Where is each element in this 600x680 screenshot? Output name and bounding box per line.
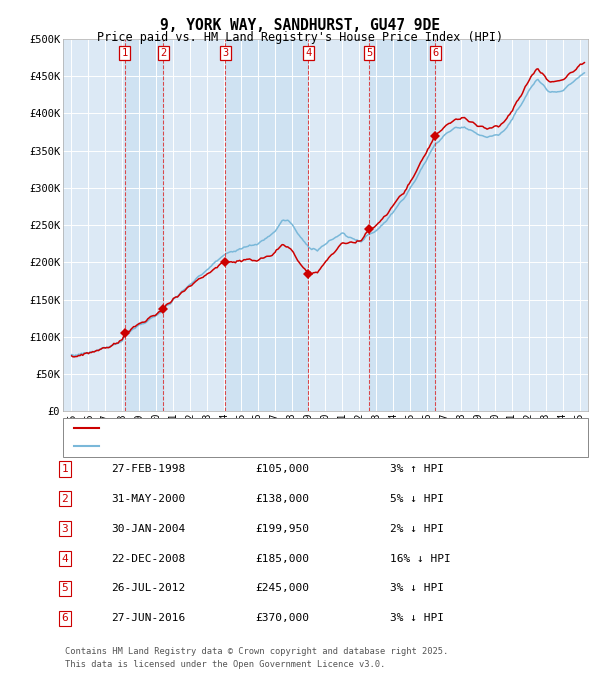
Text: This data is licensed under the Open Government Licence v3.0.: This data is licensed under the Open Gov…	[65, 660, 385, 669]
Text: Price paid vs. HM Land Registry's House Price Index (HPI): Price paid vs. HM Land Registry's House …	[97, 31, 503, 44]
Text: 30-JAN-2004: 30-JAN-2004	[111, 524, 185, 534]
Text: £245,000: £245,000	[255, 583, 309, 594]
Text: 31-MAY-2000: 31-MAY-2000	[111, 494, 185, 504]
Text: 6: 6	[432, 48, 439, 58]
Text: 2: 2	[160, 48, 166, 58]
Text: 5: 5	[366, 48, 372, 58]
Text: 26-JUL-2012: 26-JUL-2012	[111, 583, 185, 594]
Text: 1: 1	[122, 48, 128, 58]
Text: Contains HM Land Registry data © Crown copyright and database right 2025.: Contains HM Land Registry data © Crown c…	[65, 647, 448, 656]
Text: 2% ↓ HPI: 2% ↓ HPI	[390, 524, 444, 534]
Text: 4: 4	[305, 48, 311, 58]
Text: £185,000: £185,000	[255, 554, 309, 564]
Text: 3% ↑ HPI: 3% ↑ HPI	[390, 464, 444, 474]
Bar	[225, 39, 308, 411]
Text: 27-JUN-2016: 27-JUN-2016	[111, 613, 185, 624]
Text: 3: 3	[222, 48, 229, 58]
Text: £199,950: £199,950	[255, 524, 309, 534]
Bar	[125, 39, 163, 411]
Text: HPI: Average price, semi-detached house, Bracknell Forest: HPI: Average price, semi-detached house,…	[104, 441, 446, 452]
Text: 27-FEB-1998: 27-FEB-1998	[111, 464, 185, 474]
Text: 9, YORK WAY, SANDHURST, GU47 9DE (semi-detached house): 9, YORK WAY, SANDHURST, GU47 9DE (semi-d…	[104, 423, 428, 433]
Bar	[369, 39, 436, 411]
Text: 4: 4	[61, 554, 68, 564]
Text: 9, YORK WAY, SANDHURST, GU47 9DE: 9, YORK WAY, SANDHURST, GU47 9DE	[160, 18, 440, 33]
Text: 5% ↓ HPI: 5% ↓ HPI	[390, 494, 444, 504]
Text: 3: 3	[61, 524, 68, 534]
Text: 1: 1	[61, 464, 68, 474]
Text: 16% ↓ HPI: 16% ↓ HPI	[390, 554, 451, 564]
Text: £370,000: £370,000	[255, 613, 309, 624]
Text: 6: 6	[61, 613, 68, 624]
Text: £105,000: £105,000	[255, 464, 309, 474]
Text: 3% ↓ HPI: 3% ↓ HPI	[390, 613, 444, 624]
Text: £138,000: £138,000	[255, 494, 309, 504]
Text: 3% ↓ HPI: 3% ↓ HPI	[390, 583, 444, 594]
Text: 2: 2	[61, 494, 68, 504]
Text: 22-DEC-2008: 22-DEC-2008	[111, 554, 185, 564]
Text: 5: 5	[61, 583, 68, 594]
